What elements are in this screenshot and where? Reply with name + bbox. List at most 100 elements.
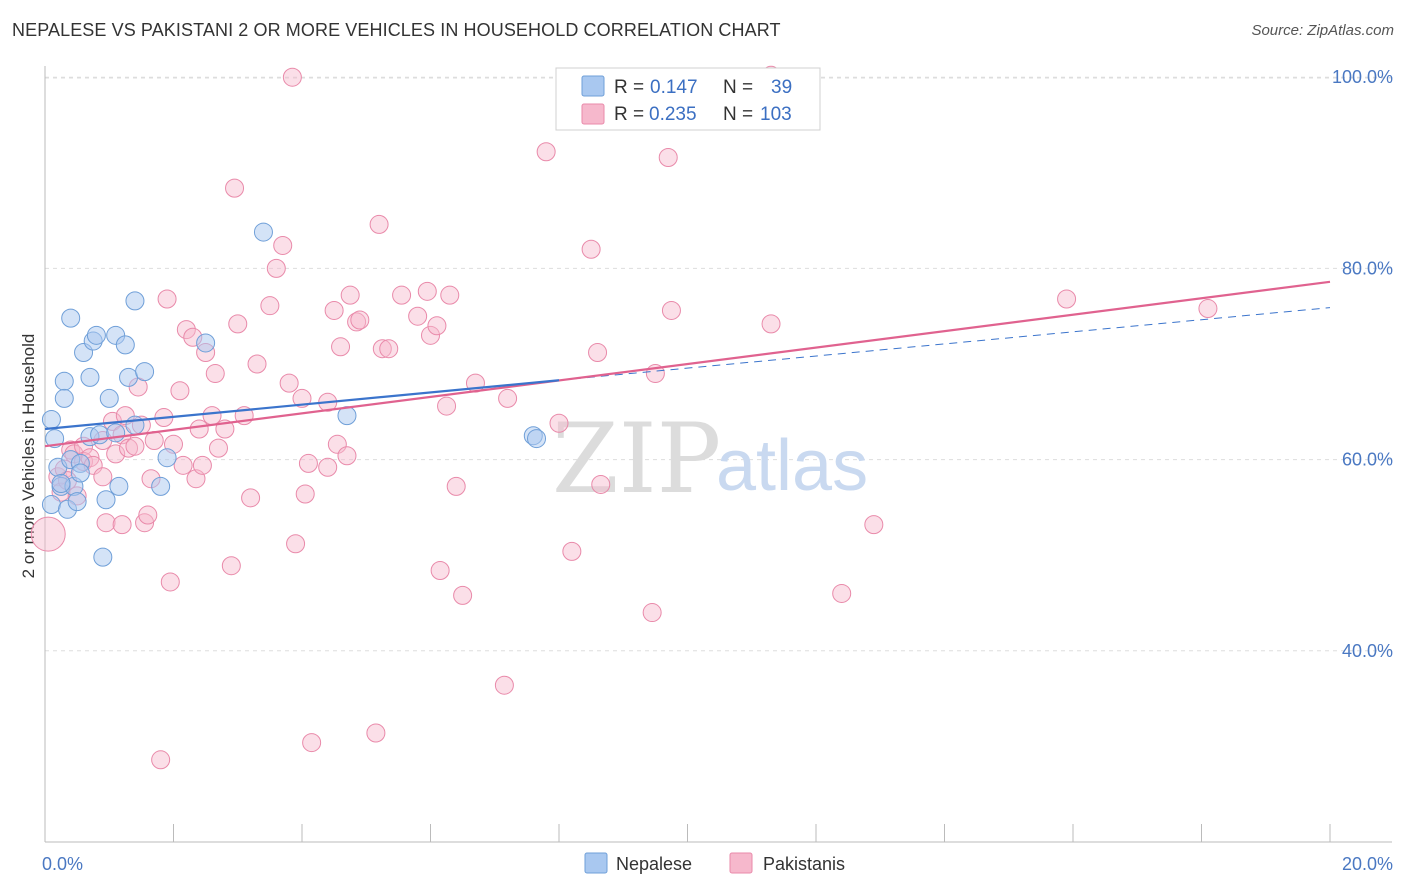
- trend-lines: [44, 280, 1331, 448]
- chart-title: NEPALESE VS PAKISTANI 2 OR MORE VEHICLES…: [12, 20, 781, 40]
- pakistanis-point: [494, 675, 514, 695]
- pakistanis-point: [379, 339, 399, 359]
- nepalese-trend-dashed: [558, 307, 1331, 381]
- y-tick-label: 40.0%: [1342, 641, 1393, 661]
- pakistanis-point: [372, 339, 392, 359]
- pakistanis-point: [302, 733, 322, 753]
- pakistanis-point: [832, 583, 852, 603]
- pakistanis-point: [144, 430, 164, 450]
- gridlines: [45, 76, 1392, 652]
- nepalese-point: [109, 476, 129, 496]
- pakistanis-point: [366, 723, 386, 743]
- nepalese-point: [54, 371, 74, 391]
- pakistanis-point: [340, 285, 360, 305]
- pakistanis-point: [498, 388, 518, 408]
- nepalese-point: [115, 335, 135, 355]
- bottom-legend: Nepalese Pakistanis: [584, 852, 845, 874]
- legend-n-label-2: N =: [723, 104, 753, 125]
- pakistanis-point: [279, 373, 299, 393]
- pakistanis-point: [241, 488, 261, 508]
- pakistanis-point: [421, 325, 440, 345]
- pakistanis-point: [247, 354, 267, 374]
- nepalese-point: [61, 308, 81, 328]
- legend-swatch-pakistani: [581, 103, 605, 125]
- nepalese-point: [41, 409, 61, 429]
- pakistanis-point: [437, 396, 457, 416]
- pakistanis-point: [228, 314, 248, 334]
- pakistanis-point: [417, 281, 437, 301]
- nepalese-point: [151, 476, 171, 496]
- legend-n-value-1: 39: [771, 77, 792, 98]
- bottom-legend-pakistanis: Pakistanis: [763, 854, 845, 874]
- pakistanis-point: [369, 214, 389, 234]
- pakistanis-point: [642, 603, 662, 623]
- pakistanis-point: [430, 560, 450, 580]
- nepalese-point: [527, 429, 547, 449]
- pakistanis-point: [298, 453, 318, 473]
- axes: [44, 66, 1392, 843]
- pakistanis-trend-line: [44, 280, 1331, 448]
- legend-r-value-1: 0.147: [650, 77, 698, 98]
- watermark-atlas: atlas: [716, 426, 868, 506]
- pakistanis-point: [318, 457, 338, 477]
- nepalese-point: [41, 495, 61, 515]
- y-tick-label: 80.0%: [1342, 258, 1393, 278]
- pakistanis-point: [347, 312, 367, 332]
- y-tick-label: 100.0%: [1332, 67, 1393, 87]
- legend-swatch-nepalese: [581, 75, 605, 97]
- pakistanis-point: [160, 572, 180, 592]
- pakistanis-point: [588, 343, 608, 363]
- pakistanis-point: [350, 310, 370, 330]
- pakistanis-point: [30, 516, 66, 552]
- legend-n-label-1: N =: [723, 77, 753, 98]
- x-tick-label-max: 20.0%: [1342, 854, 1393, 874]
- pakistanis-point: [112, 515, 132, 535]
- legend: R = 0.147 N = 39 R = 0.235 N = 103: [555, 67, 821, 131]
- pakistanis-point: [864, 515, 884, 535]
- pakistanis-point: [331, 337, 351, 357]
- pakistanis-point: [170, 381, 190, 401]
- x-tick-labels: 0.0% 20.0%: [42, 854, 1393, 874]
- pakistanis-point: [536, 142, 556, 162]
- nepalese-point: [119, 367, 139, 387]
- pakistanis-point: [260, 296, 280, 316]
- bottom-legend-nepalese: Nepalese: [616, 854, 692, 874]
- pakistanis-point: [591, 474, 611, 494]
- pakistanis-point: [119, 438, 139, 458]
- pakistanis-points: [30, 65, 1218, 770]
- nepalese-point: [96, 490, 116, 510]
- pakistanis-point: [761, 314, 781, 334]
- pakistanis-point: [189, 419, 209, 439]
- pakistanis-point: [208, 438, 228, 458]
- nepalese-point: [80, 367, 100, 387]
- nepalese-point: [125, 291, 145, 311]
- nepalese-point: [86, 325, 106, 345]
- watermark: ZIP atlas: [552, 403, 868, 515]
- nepalese-point: [99, 388, 119, 408]
- pakistanis-point: [286, 534, 306, 554]
- pakistanis-point: [125, 436, 145, 456]
- pakistanis-point: [324, 300, 344, 320]
- pakistanis-point: [292, 388, 312, 408]
- pakistanis-point: [440, 285, 460, 305]
- pakistanis-point: [151, 750, 171, 770]
- y-axis-label: 2 or more Vehicles in Household: [19, 334, 38, 579]
- nepalese-point: [45, 429, 65, 449]
- nepalese-trend-line: [44, 379, 560, 431]
- pakistanis-point: [427, 316, 447, 336]
- nepalese-point: [51, 474, 71, 493]
- pakistanis-point: [562, 541, 582, 561]
- pakistanis-point: [408, 306, 428, 326]
- pakistanis-point: [282, 67, 302, 87]
- pakistanis-point: [295, 484, 315, 504]
- pakistanis-point: [266, 258, 286, 278]
- nepalese-point: [54, 388, 74, 408]
- legend-r-label-1: R =: [614, 77, 644, 98]
- bottom-legend-swatch-pakistanis: [729, 852, 753, 874]
- nepalese-point: [157, 448, 177, 468]
- pakistanis-point: [176, 320, 196, 340]
- pakistanis-point: [581, 239, 601, 259]
- nepalese-point: [196, 333, 216, 353]
- pakistanis-point: [205, 364, 225, 384]
